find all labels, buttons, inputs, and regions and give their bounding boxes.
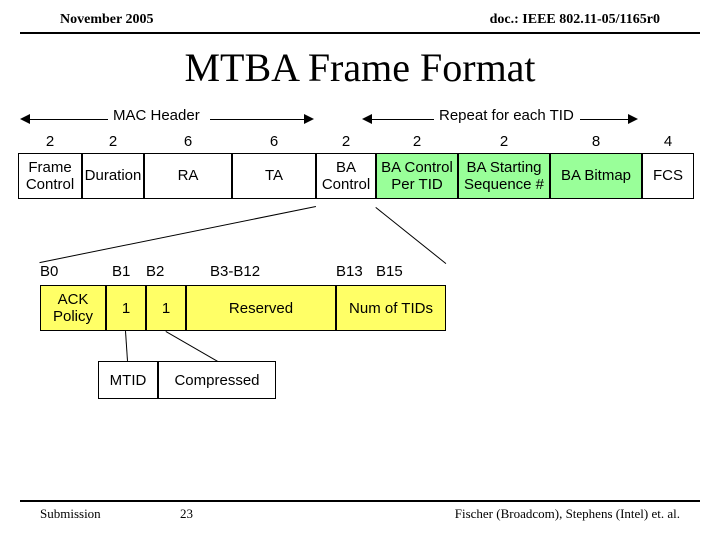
- connector-r1-r2: [18, 207, 702, 263]
- row2-bit-label: B2: [146, 263, 164, 280]
- row2-bit-label: B1: [112, 263, 130, 280]
- connector-line: [166, 331, 218, 362]
- row3-fields: MTIDCompressed: [98, 361, 702, 399]
- mac-arrow-label: MAC Header: [110, 107, 203, 124]
- header-date: November 2005: [60, 12, 153, 28]
- row3-field: Compressed: [158, 361, 276, 399]
- row1-field: RA: [144, 153, 232, 199]
- row1-byte-count: 6: [232, 133, 316, 150]
- row2-fields: ACK Policy11ReservedNum of TIDs: [40, 285, 702, 331]
- row1-byte-count: 2: [376, 133, 458, 150]
- row1-bytes: 226622284: [18, 133, 702, 150]
- row2-bit-label: B13: [336, 263, 363, 280]
- row1-field: BA Bitmap: [550, 153, 642, 199]
- row2-field: Num of TIDs: [336, 285, 446, 331]
- footer: Submission 23 Fischer (Broadcom), Stephe…: [20, 500, 700, 522]
- row1-byte-count: 8: [550, 133, 642, 150]
- row2-field: ACK Policy: [40, 285, 106, 331]
- row2-bit-label: B15: [376, 263, 403, 280]
- row1-fields: Frame ControlDurationRATABA ControlBA Co…: [18, 153, 702, 199]
- row2-bit-label: B0: [40, 263, 58, 280]
- row1-byte-count: 2: [316, 133, 376, 150]
- row3-field: MTID: [98, 361, 158, 399]
- mac-arrow-right-icon: [304, 114, 314, 124]
- connector-line: [375, 207, 446, 264]
- footer-submission: Submission: [40, 506, 101, 522]
- footer-page: 23: [180, 506, 193, 522]
- row2-field: Reserved: [186, 285, 336, 331]
- connector-line: [40, 206, 316, 263]
- footer-authors: Fischer (Broadcom), Stephens (Intel) et.…: [455, 506, 680, 522]
- row2-field: 1: [106, 285, 146, 331]
- row1-field: Duration: [82, 153, 144, 199]
- row2-field: 1: [146, 285, 186, 331]
- row1-field: FCS: [642, 153, 694, 199]
- repeat-arrow-label: Repeat for each TID: [436, 107, 577, 124]
- repeat-arrow-left-icon: [362, 114, 372, 124]
- header-doc: doc.: IEEE 802.11-05/1165r0: [490, 12, 660, 28]
- row2-bits: B0 B1 B2 B3-B12 B13 B15: [40, 263, 702, 283]
- connector-line: [125, 331, 128, 361]
- mac-arrow-left-icon: [20, 114, 30, 124]
- repeat-arrow-line: [372, 119, 434, 120]
- row1-field: BA Control: [316, 153, 376, 199]
- row1-field: Frame Control: [18, 153, 82, 199]
- row2-bit-label: B3-B12: [210, 263, 260, 280]
- arrow-row: MAC Header Repeat for each TID: [18, 109, 702, 131]
- frame-diagram: MAC Header Repeat for each TID 226622284…: [0, 109, 720, 399]
- row1-field: BA Control Per TID: [376, 153, 458, 199]
- repeat-arrow-line2: [580, 119, 628, 120]
- mac-arrow-line: [30, 119, 108, 120]
- row1-byte-count: 4: [642, 133, 694, 150]
- row1-byte-count: 2: [82, 133, 144, 150]
- row1-byte-count: 6: [144, 133, 232, 150]
- row1-field: BA Starting Sequence #: [458, 153, 550, 199]
- row1-field: TA: [232, 153, 316, 199]
- header: November 2005 doc.: IEEE 802.11-05/1165r…: [20, 0, 700, 34]
- row1-byte-count: 2: [18, 133, 82, 150]
- repeat-arrow-right-icon: [628, 114, 638, 124]
- row1-byte-count: 2: [458, 133, 550, 150]
- page-title: MTBA Frame Format: [0, 44, 720, 91]
- mac-arrow-line2: [210, 119, 304, 120]
- connector-r2-r3: [18, 331, 702, 361]
